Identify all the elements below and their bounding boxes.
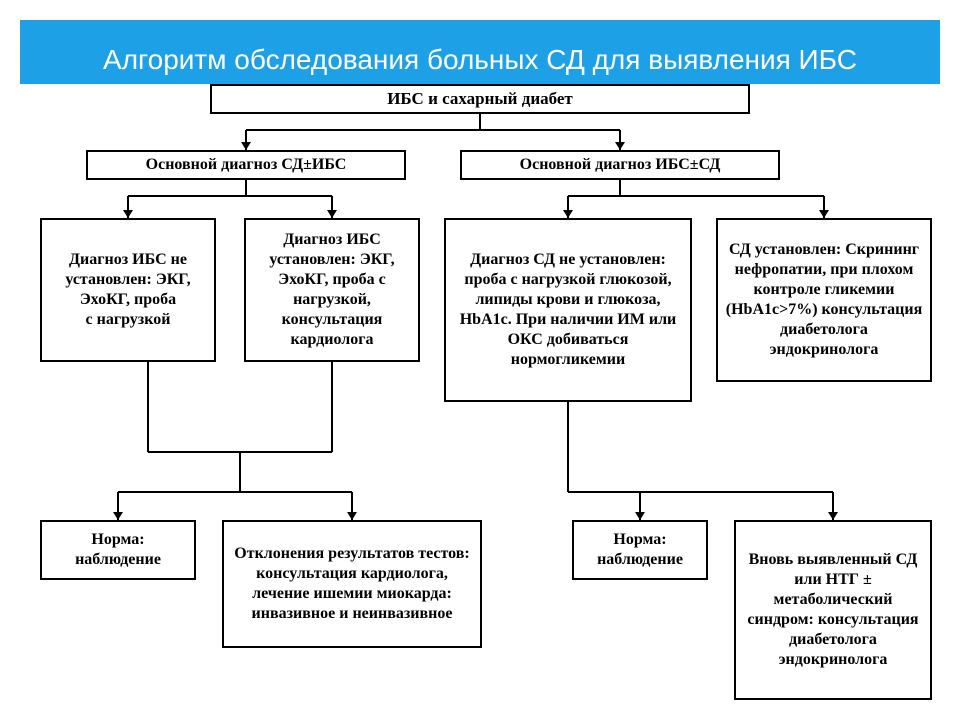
flow-node-l2c: Диагноз СД не установлен: проба с нагруз… xyxy=(444,218,692,402)
flow-node-l3b: Отклонения результатов тестов: консульта… xyxy=(222,520,482,648)
flow-node-l3d: Вновь выявленный СД или НТГ ± метаболиче… xyxy=(734,520,932,700)
flow-node-l3c: Норма: наблюдение xyxy=(572,520,708,580)
flow-node-l2b: Диагноз ИБС установлен: ЭКГ, ЭхоКГ, проб… xyxy=(244,218,420,362)
flow-node-root: ИБС и сахарный диабет xyxy=(210,84,750,114)
flow-node-l1a: Основной диагноз СД±ИБС xyxy=(86,150,406,180)
flow-node-l2a: Диагноз ИБС не установлен: ЭКГ, ЭхоКГ, п… xyxy=(40,218,216,362)
flowchart-canvas: ИБС и сахарный диабет Основной диагноз СД… xyxy=(0,84,960,720)
flow-node-l2d: СД установлен: Скрининг нефропатии, при … xyxy=(716,218,932,382)
flow-node-l3a: Норма: наблюдение xyxy=(40,520,196,580)
flow-node-l1b: Основной диагноз ИБС±СД xyxy=(460,150,780,180)
page-title: Алгоритм обследования больных СД для выя… xyxy=(20,44,940,76)
